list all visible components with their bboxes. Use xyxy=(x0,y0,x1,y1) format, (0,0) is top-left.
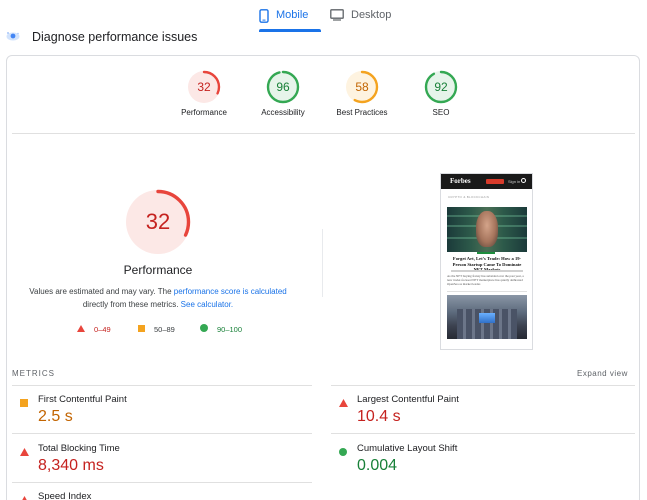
metric-cls: Cumulative Layout Shift 0.004 xyxy=(339,441,629,489)
legend-average: 50–89 xyxy=(138,323,175,335)
circle-icon xyxy=(200,324,208,334)
metric-name: Total Blocking Time xyxy=(38,443,120,454)
metric-lcp: Largest Contentful Paint 10.4 s xyxy=(339,392,629,440)
monitor-icon xyxy=(330,9,344,24)
page-screenshot[interactable]: Forbes Sign in CRYPTO & BLOCKCHAIN Forge… xyxy=(440,173,533,350)
vertical-divider xyxy=(322,229,323,297)
score-value: 58 xyxy=(355,80,369,94)
subscribe-button xyxy=(486,179,504,184)
metric-value: 0.004 xyxy=(357,457,398,474)
category-scores: 32 Performance 96 Accessibility 58 Best … xyxy=(0,70,647,130)
divider xyxy=(12,482,312,483)
performance-score: 32 xyxy=(145,209,171,234)
metric-name: Speed Index xyxy=(38,491,92,500)
metric-speed-index: Speed Index xyxy=(20,489,310,500)
score-value: 96 xyxy=(276,80,290,94)
legend-fail: 0–49 xyxy=(77,323,111,335)
diagnose-icon xyxy=(6,28,20,46)
square-icon xyxy=(138,324,145,334)
article-headline: Forget Art, Let’s Trade: How a 19-Person… xyxy=(452,256,522,272)
note-text: directly from these metrics. xyxy=(82,300,179,309)
score-value: 92 xyxy=(434,80,448,94)
metric-value: 8,340 ms xyxy=(38,457,104,474)
search-icon xyxy=(521,178,526,183)
article-image xyxy=(447,207,527,252)
performance-title: Performance xyxy=(123,263,193,277)
calculator-link[interactable]: See calculator. xyxy=(180,300,234,309)
score-seo[interactable]: 92 SEO xyxy=(396,70,486,117)
score-label: Best Practices xyxy=(336,108,388,117)
seo-gauge: 92 xyxy=(424,70,458,104)
section-header: Diagnose performance issues xyxy=(6,28,197,46)
accessibility-gauge: 96 xyxy=(266,70,300,104)
divider xyxy=(447,291,527,292)
divider xyxy=(12,133,635,134)
tab-mobile[interactable]: Mobile xyxy=(259,9,321,33)
score-label: Performance xyxy=(181,108,227,117)
square-icon xyxy=(20,394,28,412)
score-value: 32 xyxy=(197,80,211,94)
metric-name: Cumulative Layout Shift xyxy=(357,443,458,454)
triangle-icon xyxy=(77,324,85,334)
performance-score-link[interactable]: performance score is calculated xyxy=(173,287,287,296)
performance-gauge: 32 xyxy=(187,70,221,104)
forbes-logo: Forbes xyxy=(450,177,471,185)
tab-desktop[interactable]: Desktop xyxy=(330,9,400,33)
legend-range: 0–49 xyxy=(94,324,111,334)
divider xyxy=(331,385,635,386)
divider xyxy=(12,433,312,434)
metric-fcp: First Contentful Paint 2.5 s xyxy=(20,392,310,440)
score-performance[interactable]: 32 Performance xyxy=(159,70,249,117)
section-title: Diagnose performance issues xyxy=(32,30,198,44)
tab-label: Desktop xyxy=(351,9,392,21)
screenshot-nav: CRYPTO & BLOCKCHAIN xyxy=(448,195,490,199)
legend-range: 90–100 xyxy=(217,324,243,334)
metrics-heading: METRICS xyxy=(12,369,55,378)
metric-name: Largest Contentful Paint xyxy=(357,394,459,405)
byline xyxy=(451,270,523,272)
active-tab-indicator xyxy=(259,29,321,32)
divider xyxy=(331,433,635,434)
second-article-image xyxy=(447,295,527,339)
note-text: Values are estimated and may vary. The xyxy=(29,287,172,296)
score-label: Accessibility xyxy=(261,108,305,117)
score-best-practices[interactable]: 58 Best Practices xyxy=(317,70,407,117)
best-practices-gauge: 58 xyxy=(345,70,379,104)
performance-big-gauge: 32 xyxy=(125,189,191,255)
report-card xyxy=(6,55,640,500)
metric-value: 10.4 s xyxy=(357,408,401,425)
portrait xyxy=(476,211,498,247)
metric-name: First Contentful Paint xyxy=(38,394,127,405)
metric-tbt: Total Blocking Time 8,340 ms xyxy=(20,441,310,489)
triangle-icon xyxy=(339,394,348,412)
signin-text: Sign in xyxy=(508,179,521,184)
expand-view-button[interactable]: Expand view xyxy=(577,369,628,378)
device-tabs: Mobile Desktop xyxy=(0,0,647,33)
metric-value: 2.5 s xyxy=(38,408,73,425)
legend-range: 50–89 xyxy=(154,324,175,334)
circle-icon xyxy=(339,443,347,461)
triangle-icon xyxy=(20,491,29,500)
legend-pass: 90–100 xyxy=(200,323,242,335)
tab-label: Mobile xyxy=(276,9,309,21)
phone-icon xyxy=(259,9,269,26)
performance-note: Values are estimated and may vary. The p… xyxy=(20,285,296,311)
article-body: As the NFT buying frenzy has subsided ov… xyxy=(447,274,524,286)
category-tag xyxy=(477,252,495,254)
triangle-icon xyxy=(20,443,29,461)
divider xyxy=(12,385,312,386)
screenshot-header: Forbes Sign in xyxy=(441,174,532,189)
score-accessibility[interactable]: 96 Accessibility xyxy=(238,70,328,117)
score-label: SEO xyxy=(432,108,450,117)
